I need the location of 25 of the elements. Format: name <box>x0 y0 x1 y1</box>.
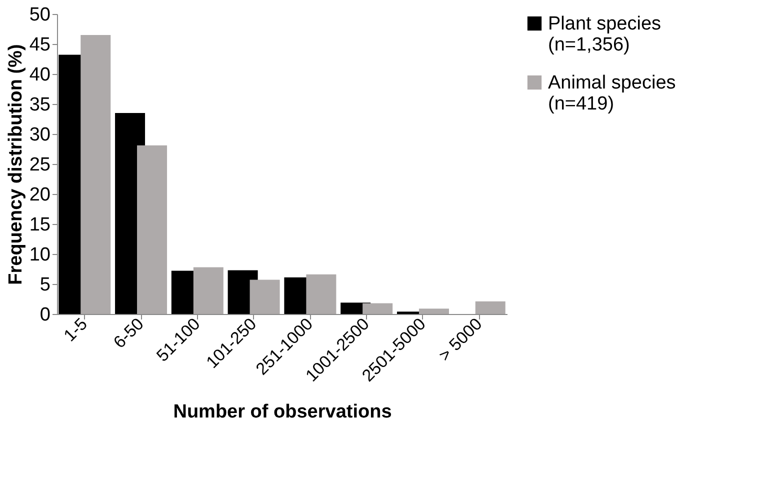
y-axis-title: Frequency distribution (%) <box>5 44 26 285</box>
bar <box>306 274 336 314</box>
bar <box>418 308 449 314</box>
x-tick-label: 6-50 <box>110 314 148 352</box>
y-tick-label: 35 <box>29 94 50 116</box>
bar <box>250 280 280 314</box>
bar <box>475 301 506 314</box>
bar <box>137 145 168 314</box>
y-tick-label: 25 <box>29 154 50 176</box>
y-tick-label: 5 <box>40 274 50 296</box>
legend-label: Animal species (n=419) <box>548 72 676 114</box>
legend-label: Plant species (n=1,356) <box>548 14 662 56</box>
bar <box>362 303 393 314</box>
y-tick-label: 10 <box>29 244 50 266</box>
y-tick-label: 30 <box>29 124 50 146</box>
y-tick-label: 15 <box>29 214 50 236</box>
y-tick-label: 45 <box>29 34 50 56</box>
y-tick-label: 40 <box>29 64 50 86</box>
bar <box>193 267 224 314</box>
y-tick-label: 20 <box>29 184 50 206</box>
bar <box>80 35 111 314</box>
y-tick-label: 50 <box>29 4 50 26</box>
y-tick-label: 0 <box>40 304 50 326</box>
x-axis-title: Number of observations <box>173 402 392 423</box>
x-tick-label: 1-5 <box>60 314 91 346</box>
